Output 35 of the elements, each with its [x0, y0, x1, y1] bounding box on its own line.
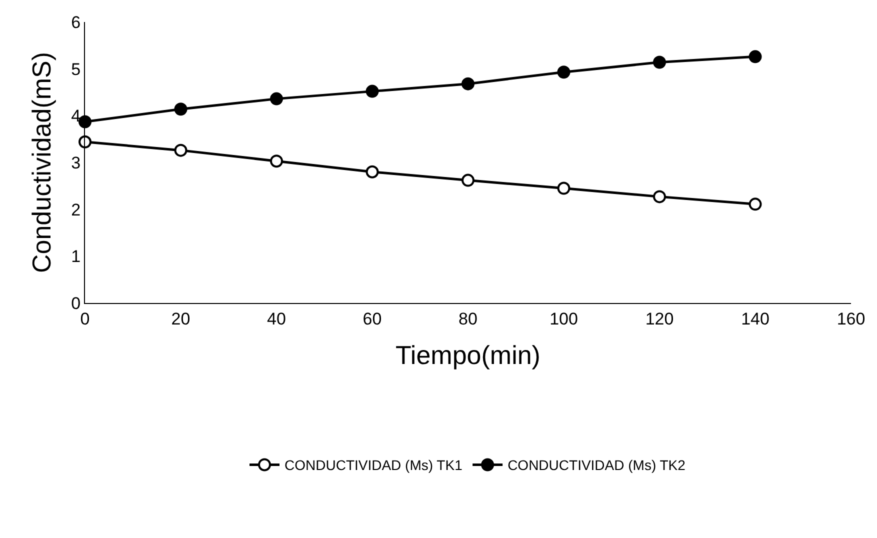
point [653, 56, 666, 69]
y-tick-label: 1 [71, 247, 81, 266]
point [462, 77, 474, 90]
x-tick-label: 80 [458, 309, 478, 328]
legend-label: CONDUCTIVIDAD (Ms) TK2 [508, 457, 686, 474]
legend-label: CONDUCTIVIDAD (Ms) TK1 [284, 457, 463, 474]
x-tick-label: 60 [362, 309, 382, 328]
point [78, 135, 92, 148]
point [174, 144, 188, 157]
x-tick-label: 120 [645, 309, 674, 328]
y-tick-label: 2 [71, 200, 81, 220]
point [557, 182, 570, 195]
y-tick-label: 6 [71, 12, 81, 32]
point [78, 115, 92, 128]
point [366, 165, 379, 178]
x-tick-label: 100 [550, 309, 578, 328]
point [462, 174, 474, 187]
x-tick-label: 160 [836, 309, 866, 328]
x-tick-label: 20 [171, 309, 190, 328]
point [748, 198, 762, 211]
point [653, 190, 666, 204]
point [748, 50, 762, 64]
y-tick-label: 5 [71, 60, 81, 79]
x-tick-label: 40 [267, 309, 286, 328]
y-tick-label: 4 [71, 106, 81, 126]
point [557, 66, 570, 79]
point [174, 102, 188, 116]
y-axis-title: Conductividad(mS) [26, 52, 57, 274]
y-tick-label: 3 [71, 153, 81, 172]
x-axis-title: Tiempo(min) [396, 340, 540, 370]
point [366, 84, 379, 98]
y-tick-label: 0 [71, 294, 81, 313]
x-tick-label: 140 [741, 309, 770, 328]
point [270, 92, 283, 106]
point [270, 154, 283, 168]
